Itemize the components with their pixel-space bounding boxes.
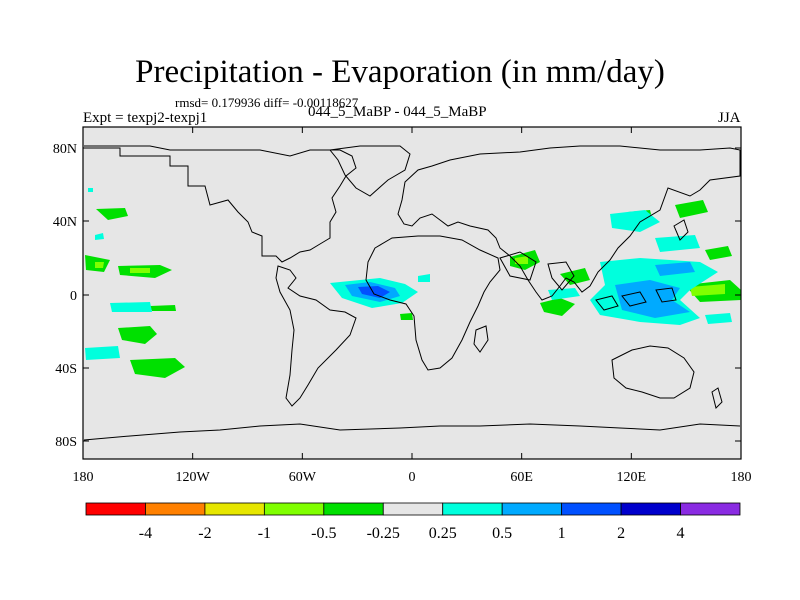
colorbar-swatch [382, 502, 444, 516]
colorbar-swatch [145, 502, 206, 516]
x-tick-label: 120W [176, 470, 211, 485]
colorbar-label: -0.25 [367, 525, 400, 542]
colorbar-label: -4 [139, 525, 152, 542]
colorbar-swatch [680, 502, 741, 516]
axis-layer: 180 120W 60W 0 60E 120E 180 80N 40N 0 40S 80S [53, 127, 752, 485]
y-tick-label: 80S [55, 435, 77, 450]
y-tick-label: 0 [70, 289, 77, 304]
colorbar-swatch [620, 502, 681, 516]
season-label: JJA [718, 110, 741, 126]
colorbar-swatch [561, 502, 622, 516]
colorbar-label: -2 [198, 525, 211, 542]
colorbar-label: 2 [617, 525, 625, 542]
colorbar-label: 1 [558, 525, 566, 542]
colorbar-swatch [85, 502, 146, 516]
x-tick-label: 120E [617, 470, 647, 485]
colorbar-label: -1 [258, 525, 271, 542]
experiment-label: Expt = texpj2-texpj1 [83, 110, 208, 126]
runs-label: 044_5_MaBP - 044_5_MaBP [308, 104, 487, 120]
colorbar-swatch [204, 502, 265, 516]
colorbar-label: 4 [677, 525, 685, 542]
x-tick-label: 180 [73, 470, 94, 485]
x-tick-label: 180 [731, 470, 752, 485]
colorbar-label: 0.25 [429, 525, 457, 542]
positive-mid-regions [345, 262, 695, 318]
positive-strong-regions [358, 286, 390, 298]
y-tick-label: 40S [55, 362, 77, 377]
colorbar: -4 -2 -1 -0.5 -0.25 0.25 0.5 1 2 4 [85, 502, 741, 542]
colorbar-swatch [323, 502, 384, 516]
y-tick-label: 80N [53, 142, 77, 157]
y-tick-label: 40N [53, 215, 77, 230]
colorbar-label: -0.5 [311, 525, 336, 542]
coastlines [83, 145, 741, 441]
x-tick-label: 0 [409, 470, 416, 485]
colorbar-swatch [442, 502, 503, 516]
x-tick-label: 60E [510, 470, 533, 485]
negative-mid-regions [95, 256, 725, 296]
colorbar-swatch [501, 502, 563, 516]
colorbar-swatch [263, 502, 325, 516]
chart-title: Precipitation - Evaporation (in mm/day) [135, 54, 665, 90]
colorbar-label: 0.5 [492, 525, 512, 542]
stats-line: rmsd= 0.179936 diff= -0.00118627 [175, 95, 359, 110]
x-tick-label: 60W [289, 470, 317, 485]
negative-anomaly-regions [85, 200, 741, 378]
